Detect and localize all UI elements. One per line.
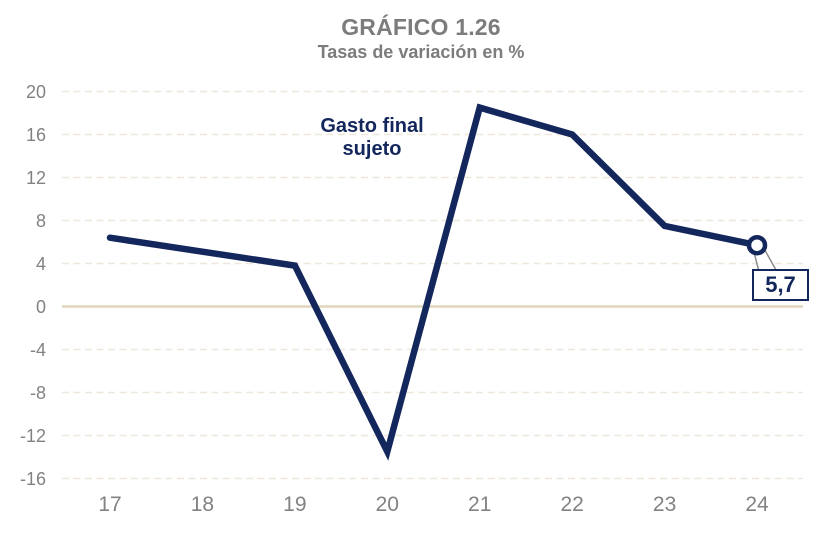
y-tick-label: 20 — [26, 82, 46, 102]
x-tick-label: 23 — [653, 493, 676, 516]
endpoint-callout: 5,7 — [752, 269, 809, 301]
x-tick-label: 22 — [560, 493, 583, 516]
y-tick-label: 16 — [26, 125, 46, 145]
chart-subtitle: Tasas de variación en % — [317, 42, 525, 62]
y-tick-label: 8 — [36, 211, 46, 231]
endpoint-value-label: 5,7 — [765, 272, 796, 297]
series-label: Gasto final sujeto — [320, 115, 424, 160]
y-tick-label: -12 — [20, 426, 46, 446]
y-tick-label: -4 — [30, 340, 46, 360]
last-point-marker — [746, 234, 768, 256]
chart-title: GRÁFICO 1.26 — [341, 14, 501, 40]
y-tick-label: -8 — [30, 383, 46, 403]
y-tick-label: 12 — [26, 168, 46, 188]
y-tick-label: 4 — [36, 254, 46, 274]
data-line — [106, 103, 761, 461]
x-tick-label: 21 — [468, 493, 491, 516]
x-tick-label: 18 — [191, 493, 214, 516]
x-tick-label: 17 — [98, 493, 121, 516]
y-tick-label: -16 — [20, 469, 46, 489]
y-tick-label: 0 — [36, 297, 46, 317]
x-tick-label: 20 — [376, 493, 399, 516]
x-tick-label: 24 — [745, 493, 769, 516]
x-tick-label: 19 — [283, 493, 306, 516]
